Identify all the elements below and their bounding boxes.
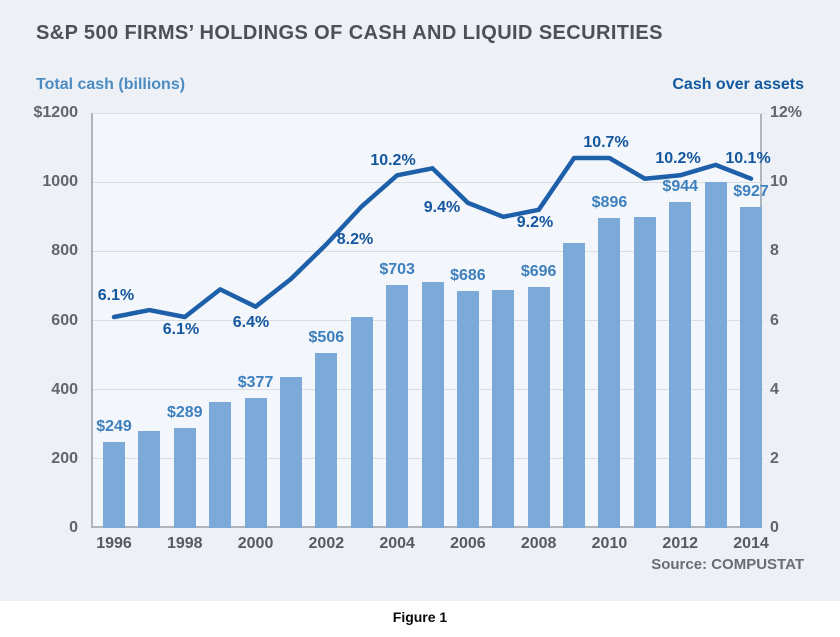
bar-value-label: $377 <box>237 373 274 391</box>
bar-2012 <box>669 201 692 528</box>
y-axis-tick-left: 600 <box>51 311 78 329</box>
bar-value-label: $686 <box>450 266 486 284</box>
gridline <box>93 112 764 114</box>
x-axis-tick: 2008 <box>520 535 557 552</box>
bar-value-label: $506 <box>308 329 345 346</box>
bar-2014 <box>740 207 762 528</box>
y-axis-tick-right: 2 <box>770 449 779 467</box>
bar-2010 <box>598 218 621 528</box>
source-note: Source: COMPUSTAT <box>651 556 804 573</box>
bar-2005 <box>421 282 444 528</box>
bar-2001 <box>279 376 302 528</box>
x-axis-tick: 2002 <box>308 535 345 552</box>
bar-2003 <box>350 317 373 528</box>
chart-panel: S&P 500 FIRMS’ HOLDINGS OF CASH AND LIQU… <box>0 0 840 601</box>
line-value-label: 8.2% <box>336 231 374 248</box>
bar-2011 <box>633 216 656 528</box>
plot-area: $249 $289 $377 $506 $703 $686 $696 $896 $944 $927… <box>91 112 771 552</box>
x-axis-tick: 1998 <box>166 535 203 552</box>
line-value-label: 9.2% <box>516 214 554 231</box>
y-axis-tick-right: 8 <box>770 242 779 260</box>
bar-value-label: $696 <box>520 263 557 281</box>
y-axis-tick-left: 800 <box>51 242 78 260</box>
bar-2004 <box>386 284 409 528</box>
y-axis-tick-right: 10 <box>770 173 788 191</box>
bar-1996 <box>103 441 125 528</box>
y-axis-tick-left: 0 <box>69 519 78 536</box>
figure-caption-strip: Figure 1 <box>0 601 840 637</box>
x-axis-tick: 2006 <box>450 535 486 552</box>
bar-value-label: $249 <box>96 417 132 435</box>
bar-2000 <box>244 397 267 528</box>
x-axis-tick: 2012 <box>662 535 699 552</box>
bar-2006 <box>456 290 479 528</box>
bar-value-label: $927 <box>733 183 769 201</box>
y-axis-tick-right: 0 <box>770 519 779 536</box>
y-axis-tick-right: 6 <box>770 311 779 329</box>
gridline <box>93 250 764 252</box>
line-value-label: 10.7% <box>583 134 629 151</box>
left-axis-title: Total cash (billions) <box>36 76 186 93</box>
line-value-label: 6.1% <box>162 321 200 338</box>
right-axis-title: Cash over assets <box>672 76 804 93</box>
y-axis-tick-right: 4 <box>770 380 779 398</box>
bar-2009 <box>563 243 586 528</box>
bar-1997 <box>138 431 161 528</box>
chart-title: S&P 500 FIRMS’ HOLDINGS OF CASH AND LIQU… <box>36 22 663 44</box>
bar-2002 <box>315 353 338 528</box>
y-axis-tick-left: $1200 <box>33 104 79 121</box>
line-value-label: 10.2% <box>655 150 701 167</box>
bar-1998 <box>173 428 196 528</box>
x-axis-tick: 2014 <box>733 535 769 552</box>
line-value-label: 6.4% <box>232 314 270 331</box>
y-axis-tick-left: 1000 <box>42 173 78 191</box>
bar-value-label: $289 <box>166 404 203 422</box>
x-axis-tick: 2000 <box>237 535 274 552</box>
x-axis-tick: 2004 <box>379 535 415 552</box>
bar-2008 <box>527 287 550 528</box>
bar-1999 <box>209 401 232 528</box>
x-axis-tick: 2010 <box>591 535 628 552</box>
bar-value-label: $944 <box>662 177 699 195</box>
figure-caption: Figure 1 <box>392 609 448 625</box>
y-axis-tick-left: 400 <box>51 380 78 398</box>
y-axis-tick-right: 12% <box>770 104 803 121</box>
x-axis-tick: 1996 <box>96 535 132 552</box>
line-value-label: 9.4% <box>423 199 461 216</box>
y-axis-tick-left: 200 <box>51 449 78 467</box>
line-value-label: 6.1% <box>97 287 135 304</box>
line-value-label: 10.2% <box>370 152 416 169</box>
bar-value-label: $703 <box>379 260 415 278</box>
bar-2007 <box>492 290 515 528</box>
bar-2013 <box>704 182 727 528</box>
line-value-label: 10.1% <box>725 150 771 167</box>
bar-value-label: $896 <box>591 194 628 212</box>
